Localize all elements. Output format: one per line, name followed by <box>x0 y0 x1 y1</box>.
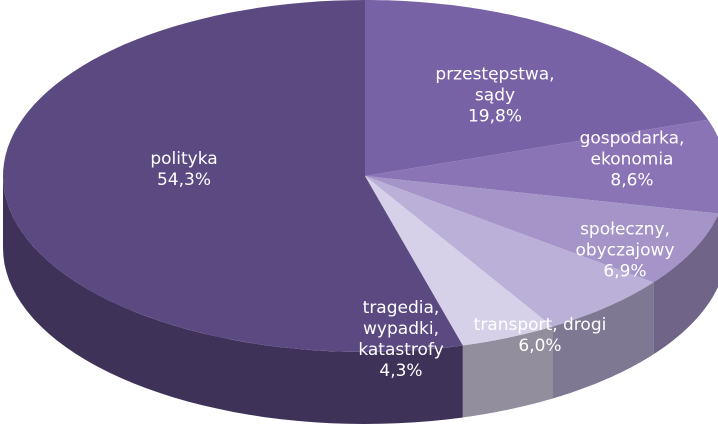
value-label: 19,8% <box>467 106 522 127</box>
category-label: gospodarka, ekonomia <box>579 128 685 170</box>
slice-side <box>462 326 553 418</box>
slice-side <box>552 282 654 399</box>
slice-label: przestępstwa, sądy 19,8% <box>430 65 560 128</box>
value-label: 8,6% <box>610 170 654 191</box>
category-label: polityka <box>150 149 218 169</box>
slice-label: społeczny, obyczajowy 6,9% <box>565 220 685 283</box>
category-label: transport, drogi <box>473 315 607 335</box>
slice <box>3 0 463 352</box>
value-label: 6,0% <box>518 336 562 356</box>
slice-side <box>653 215 718 355</box>
slice-label: transport, drogi 6,0% <box>450 315 630 357</box>
slice <box>365 0 708 176</box>
slice-side <box>3 176 463 424</box>
slice-label: polityka 54,3% <box>124 149 244 191</box>
category-label: przestępstwa, sądy <box>435 64 555 106</box>
slice-label: gospodarka, ekonomia 8,6% <box>572 129 692 192</box>
category-label: tragedia, wypadki, katastrofy <box>358 298 444 360</box>
slice <box>365 176 718 283</box>
slice <box>365 176 553 346</box>
value-label: 54,3% <box>156 170 211 190</box>
value-label: 6,9% <box>603 261 647 282</box>
value-label: 4,3% <box>379 361 423 381</box>
slice <box>365 176 654 327</box>
slice <box>365 119 718 214</box>
slice-label: tragedia, wypadki, katastrofy 4,3% <box>346 298 456 382</box>
category-label: społeczny, obyczajowy <box>575 219 675 261</box>
